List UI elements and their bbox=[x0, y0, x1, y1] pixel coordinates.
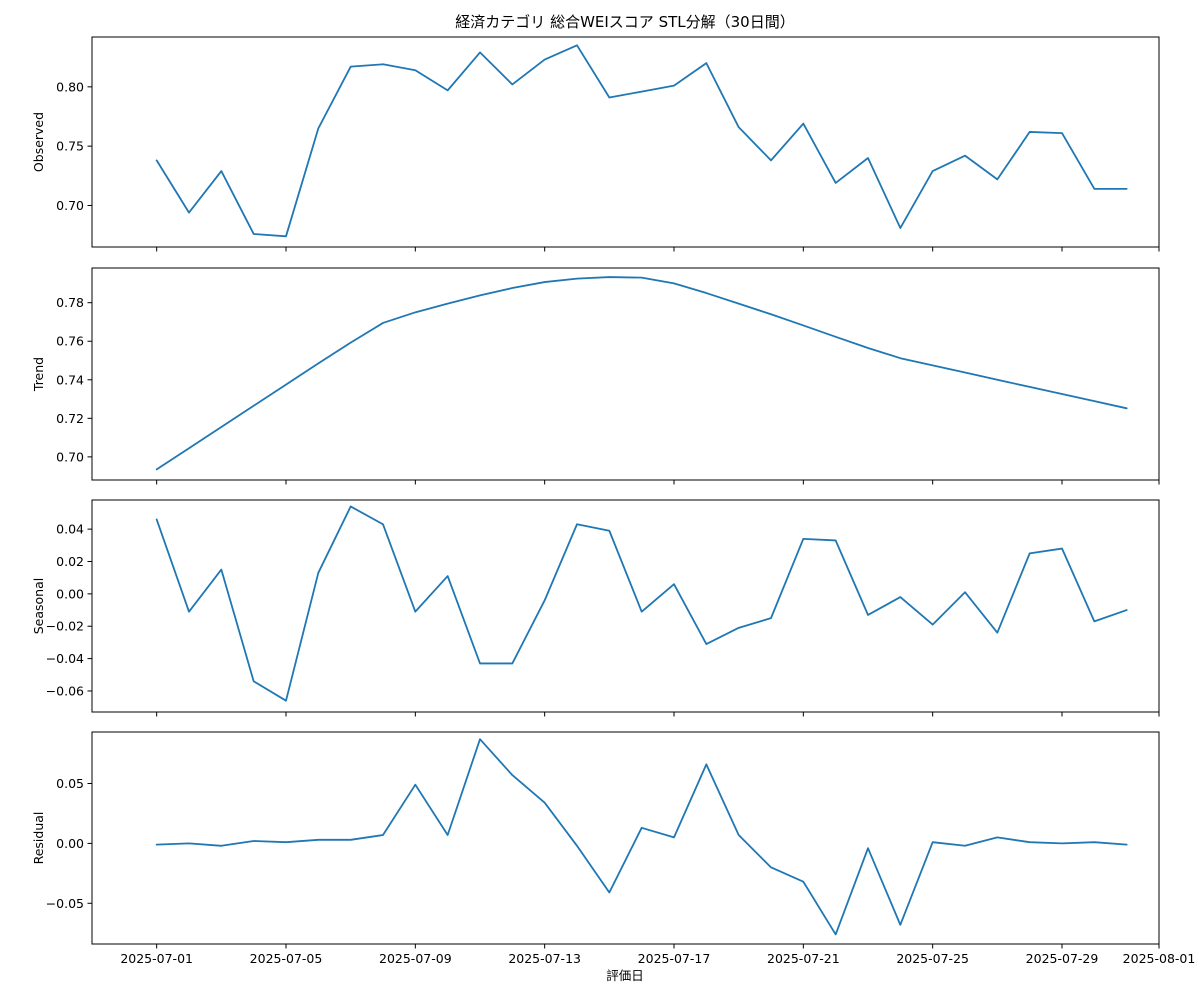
panel-trend: 0.70 0.72 0.74 0.76 0.78 Trend bbox=[31, 267, 1160, 485]
y-tick-label-residual: −0.05 bbox=[46, 896, 84, 911]
x-tick-label: 2025-07-21 bbox=[767, 951, 840, 966]
y-tick-label-trend: 0.70 bbox=[56, 449, 84, 464]
panel-seasonal: −0.06 −0.04 −0.02 0.00 0.02 0.04 Seasonal bbox=[31, 499, 1160, 717]
series-line-residual bbox=[155, 738, 1128, 936]
y-axis-label-residual: Residual bbox=[31, 812, 46, 865]
y-tick-label-seasonal: −0.06 bbox=[46, 683, 84, 698]
y-tick-label-seasonal: −0.02 bbox=[46, 619, 84, 634]
y-axis-label-observed: Observed bbox=[31, 112, 46, 172]
y-tick-label-trend: 0.72 bbox=[56, 411, 84, 426]
series-line-observed bbox=[155, 44, 1128, 238]
y-tick-label-seasonal: 0.04 bbox=[56, 522, 84, 537]
y-tick-label-seasonal: 0.02 bbox=[56, 554, 84, 569]
y-tick-label-observed: 0.70 bbox=[56, 198, 84, 213]
y-axis-label-trend: Trend bbox=[31, 357, 46, 392]
x-tick-label: 2025-07-17 bbox=[638, 951, 711, 966]
x-tick-label: 2025-07-25 bbox=[896, 951, 969, 966]
plot-frame-seasonal bbox=[91, 499, 1160, 713]
series-line-trend bbox=[155, 276, 1128, 471]
x-tick-label: 2025-08-01 bbox=[1123, 951, 1196, 966]
series-line-seasonal bbox=[155, 505, 1128, 702]
y-tick-label-trend: 0.76 bbox=[56, 334, 84, 349]
x-tick-label: 2025-07-05 bbox=[250, 951, 323, 966]
chart-title: 経済カテゴリ 総合WEIスコア STL分解（30日間） bbox=[455, 13, 794, 31]
x-axis-label: 評価日 bbox=[606, 968, 644, 983]
panel-residual: −0.05 0.00 0.05 2025-07-01 2025-07-05 2025-07… bbox=[31, 731, 1196, 966]
plot-frame-trend bbox=[91, 267, 1160, 481]
y-axis-label-seasonal: Seasonal bbox=[31, 578, 46, 635]
y-tick-label-seasonal: 0.00 bbox=[56, 586, 84, 601]
y-tick-label-trend: 0.78 bbox=[56, 295, 84, 310]
plot-frame-residual bbox=[91, 731, 1160, 945]
y-tick-label-seasonal: −0.04 bbox=[46, 651, 84, 666]
panel-observed: 0.70 0.75 0.80 Observed bbox=[31, 36, 1160, 252]
y-tick-label-trend: 0.74 bbox=[56, 372, 84, 387]
y-tick-label-residual: 0.05 bbox=[56, 776, 84, 791]
x-tick-label: 2025-07-29 bbox=[1026, 951, 1099, 966]
y-tick-label-observed: 0.75 bbox=[56, 139, 84, 154]
x-tick-label: 2025-07-09 bbox=[379, 951, 452, 966]
y-tick-label-observed: 0.80 bbox=[56, 79, 84, 94]
x-tick-label: 2025-07-13 bbox=[508, 951, 581, 966]
y-tick-label-residual: 0.00 bbox=[56, 836, 84, 851]
plot-frame-observed bbox=[91, 36, 1160, 248]
x-tick-label: 2025-07-01 bbox=[120, 951, 193, 966]
panels-group: 0.70 0.75 0.80 Observed 0.70 0.72 0.74 0.76 0.78… bbox=[31, 36, 1196, 966]
